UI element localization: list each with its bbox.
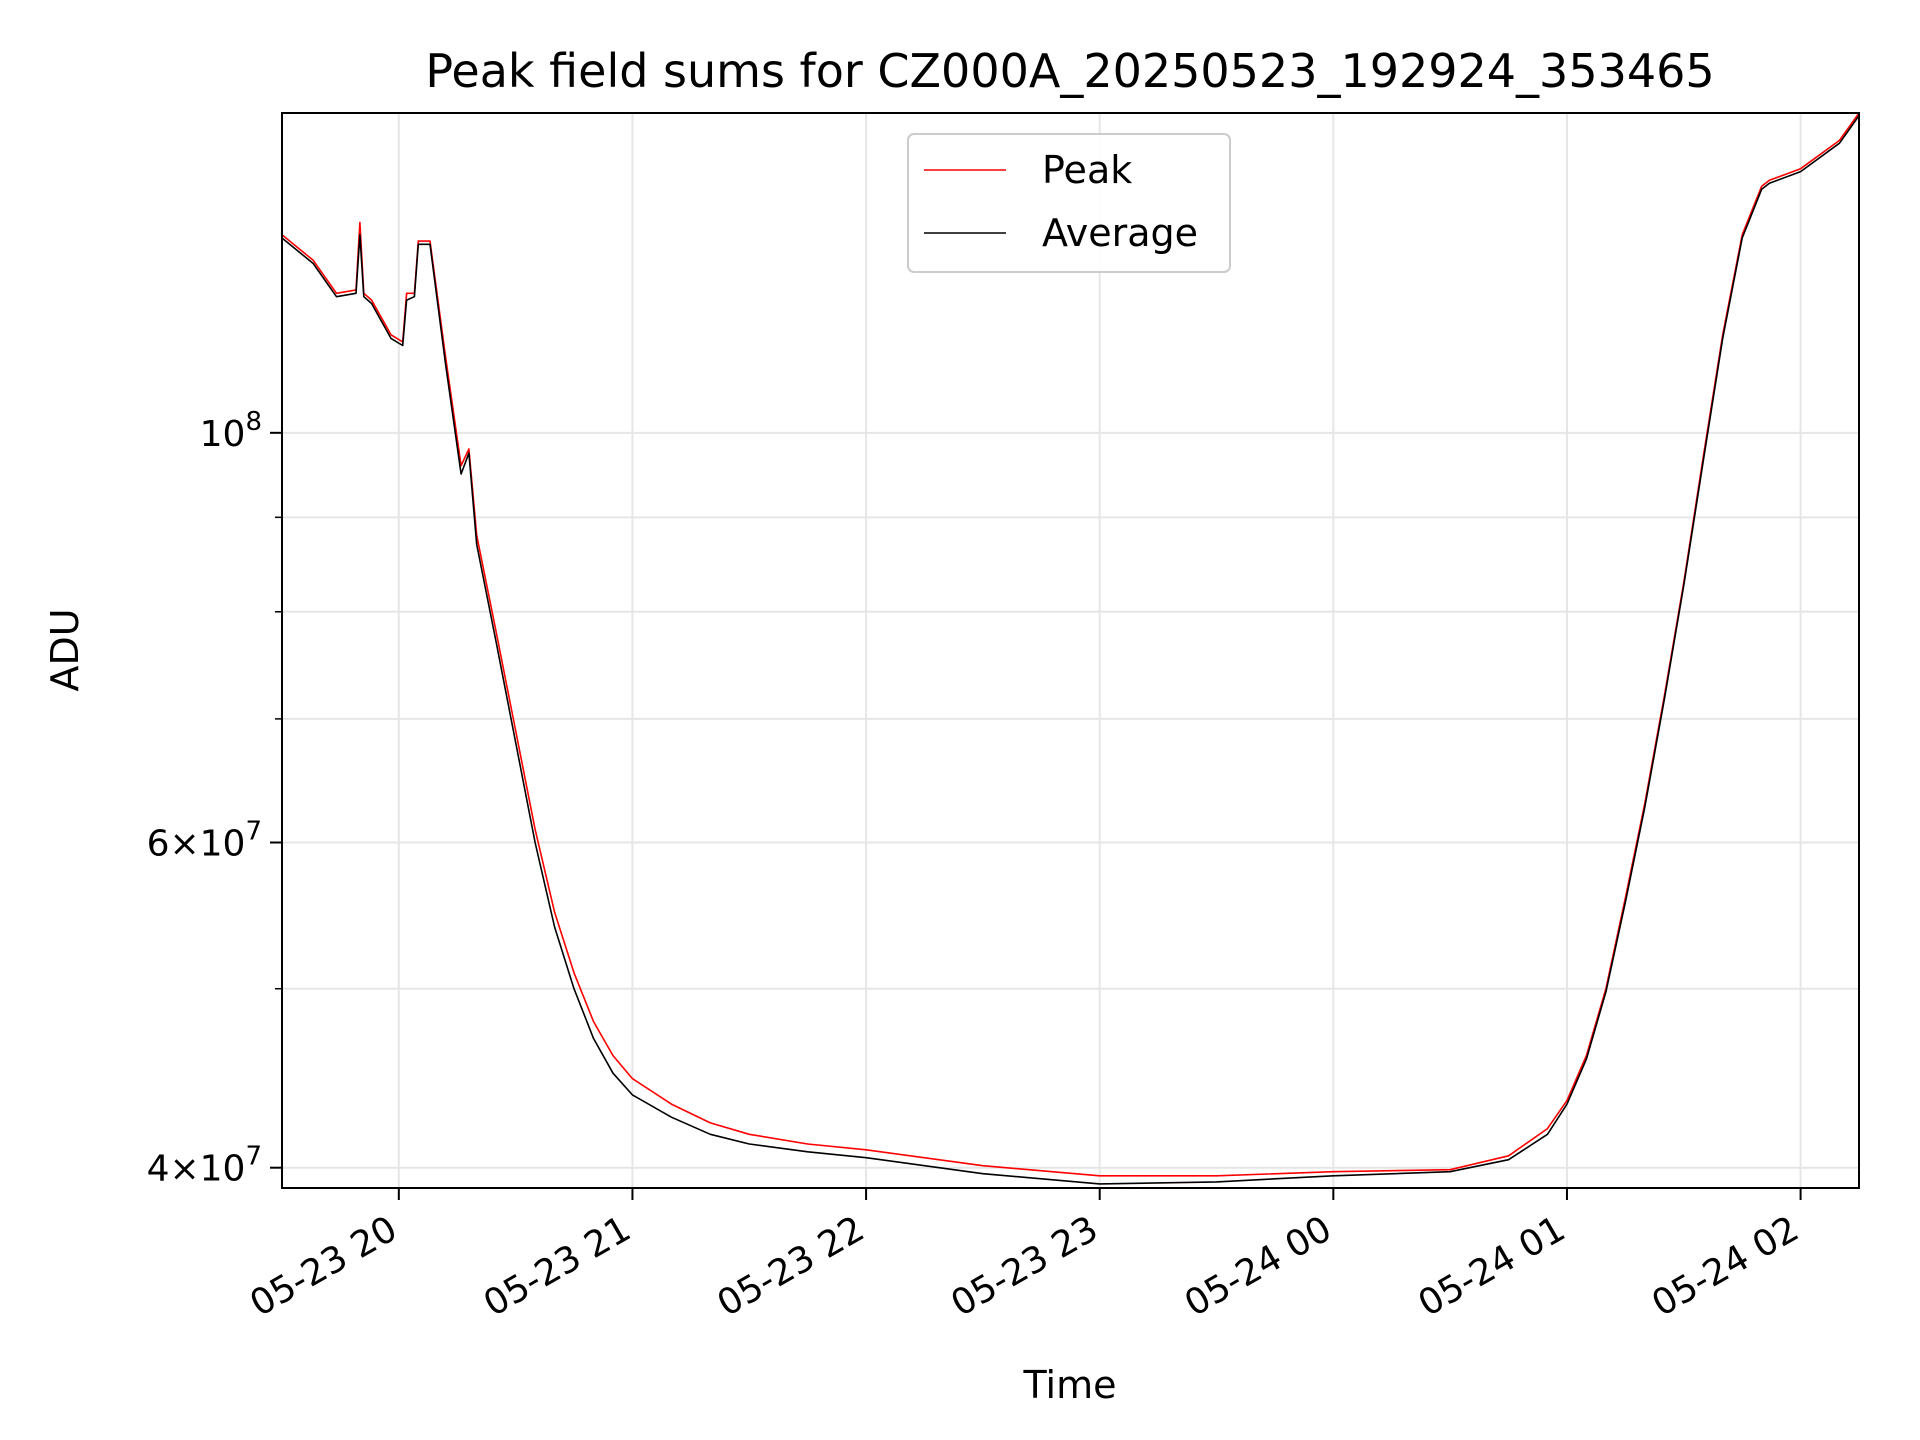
plot-lines [281,112,1860,1185]
legend-box [907,133,1231,273]
y-axis: 4×107 6×107 108 [147,407,282,1190]
legend-label-average: Average [1042,211,1198,255]
y-axis-label: ADU [43,608,87,691]
legend-label-peak: Peak [1042,148,1132,192]
plot-frame [281,112,1860,1189]
y-tick-label: 108 [200,407,262,455]
chart-title: Peak field sums for CZ000A_20250523_1929… [425,44,1714,98]
y-tick-label: 6×107 [147,817,262,865]
legend: Peak Average [907,133,1231,273]
y-tick-label: 4×107 [147,1142,262,1190]
x-axis-label: Time [1023,1363,1117,1407]
series-line-average [281,115,1860,1185]
grid [282,113,1859,1188]
